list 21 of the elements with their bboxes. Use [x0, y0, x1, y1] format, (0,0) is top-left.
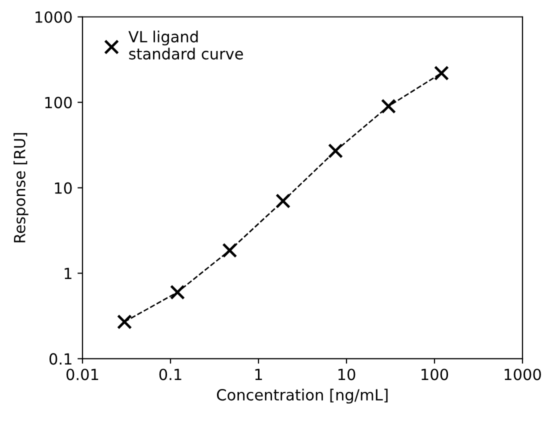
point [170, 284, 185, 300]
legend-label: VL ligand standard curve [128, 30, 243, 60]
point [222, 242, 238, 258]
x-tick-label: 100 [422, 368, 448, 380]
y-tick-label: 1 [64, 268, 72, 280]
y-tick-label: 10 [55, 182, 72, 194]
y-tick-label: 100 [45, 96, 72, 108]
point [276, 194, 291, 209]
point [328, 143, 344, 158]
x-tick-label: 1 [255, 368, 262, 380]
x-tick-label: 1000 [504, 368, 541, 380]
x-tick-label: 0.1 [159, 368, 182, 380]
x-tick-label: 0.01 [66, 368, 98, 380]
x-axis-title: Concentration [ng/mL] [216, 388, 388, 404]
y-tick-label: 0.1 [49, 353, 72, 365]
y-axis-title: Response [RU] [14, 133, 28, 242]
point [116, 314, 132, 330]
y-tick-label: 1000 [36, 11, 72, 23]
point [434, 66, 449, 81]
x-tick-label: 10 [338, 368, 356, 380]
point [380, 98, 396, 114]
